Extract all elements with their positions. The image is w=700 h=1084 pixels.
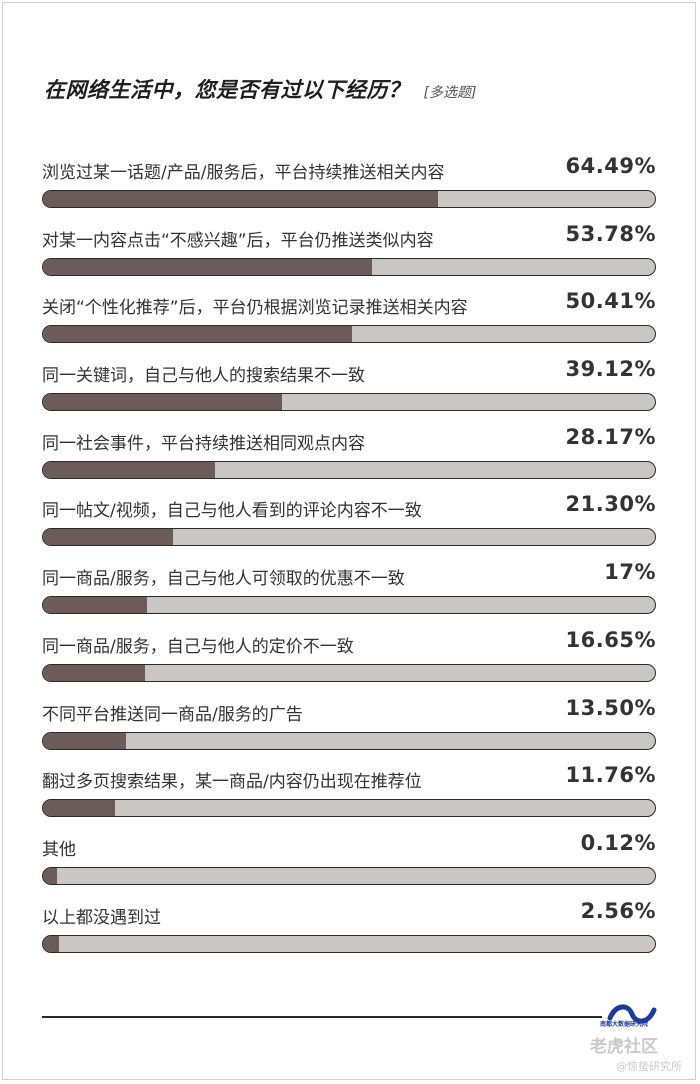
bar-track [42, 190, 656, 208]
bar-value-label: 21.30% [565, 492, 656, 517]
bar-value-label: 28.17% [565, 424, 656, 449]
chart-title: 在网络生活中，您是否有过以下经历？ [44, 78, 410, 102]
bar-label: 同一商品/服务，自己与他人的定价不一致 [42, 636, 354, 657]
bar-value-label: 13.50% [565, 695, 656, 720]
bar-value-label: 16.65% [565, 627, 656, 652]
bar-list: 浏览过某一话题/产品/服务后，平台持续推送相关内容 64.49% 对某一内容点击“不… [42, 152, 656, 964]
bar-row: 浏览过某一话题/产品/服务后，平台持续推送相关内容 64.49% [42, 152, 656, 220]
bar-value-label: 17% [604, 560, 656, 585]
bar-value-label: 0.12% [580, 830, 656, 855]
bar-row: 同一帖文/视频，自己与他人看到的评论内容不一致 21.30% [42, 490, 656, 558]
multi-choice-tag: [多选题] [423, 85, 477, 101]
bar-track [42, 663, 656, 682]
title-block: 在网络生活中，您是否有过以下经历？ [多选题] [44, 74, 476, 104]
bar-track [42, 325, 656, 344]
bar-row: 同一商品/服务，自己与他人的定价不一致 16.65% [42, 626, 656, 694]
bar-row: 对某一内容点击“不感兴趣”后，平台仍推送类似内容 53.78% [42, 220, 656, 288]
bar-row: 同一商品/服务，自己与他人可领取的优惠不一致 17% [42, 558, 656, 626]
bar-track [42, 596, 656, 615]
bar-label: 翻过多页搜索结果，某一商品/内容仍出现在推荐位 [42, 772, 422, 793]
bar-track [42, 731, 656, 750]
bar-label: 同一社会事件，平台持续推送相同观点内容 [42, 433, 365, 454]
bar-track [42, 393, 656, 412]
footer-divider [42, 1016, 602, 1018]
bar-value-label: 53.78% [565, 221, 656, 246]
bar-label: 以上都没遇到过 [42, 907, 161, 928]
bar-fill [43, 394, 283, 411]
bar-fill [43, 529, 174, 546]
bar-label: 同一帖文/视频，自己与他人看到的评论内容不一致 [42, 501, 422, 522]
bar-label: 浏览过某一话题/产品/服务后，平台持续推送相关内容 [42, 163, 445, 183]
bar-value-label: 64.49% [565, 154, 656, 178]
bar-track [42, 528, 656, 547]
bar-fill [43, 800, 115, 817]
bar-fill [43, 326, 352, 343]
bar-value-label: 50.41% [565, 289, 656, 314]
bar-value-label: 2.56% [580, 898, 656, 923]
bar-label: 同一商品/服务，自己与他人可领取的优惠不一致 [42, 569, 405, 590]
bar-row: 翻过多页搜索结果，某一商品/内容仍出现在推荐位 11.76% [42, 761, 656, 829]
bar-track [42, 866, 656, 885]
bar-fill [43, 258, 373, 275]
bar-label: 对某一内容点击“不感兴趣”后，平台仍推送类似内容 [42, 230, 434, 251]
watermark-sub: @惊蛰研究所 [616, 1060, 682, 1073]
bar-fill [43, 935, 59, 952]
bar-value-label: 39.12% [565, 357, 656, 382]
bar-track [42, 257, 656, 276]
bar-row: 以上都没遇到过 2.56% [42, 897, 656, 965]
bar-label: 不同平台推送同一商品/服务的广告 [42, 704, 303, 725]
bar-fill [43, 461, 216, 478]
watermark-main: 老虎社区 [590, 1037, 658, 1057]
bar-fill [43, 597, 148, 614]
bar-label: 关闭“个性化推荐”后，平台仍根据浏览记录推送相关内容 [42, 298, 468, 319]
bar-label: 同一关键词，自己与他人的搜索结果不一致 [42, 366, 365, 387]
bar-row: 不同平台推送同一商品/服务的广告 13.50% [42, 694, 656, 762]
bar-fill [43, 191, 438, 207]
bar-fill [43, 664, 145, 681]
bar-fill [43, 867, 57, 884]
bar-track [42, 460, 656, 479]
nandu-logo-icon [607, 1004, 657, 1024]
bar-fill [43, 732, 126, 749]
bar-row: 其他 0.12% [42, 829, 656, 897]
logo-text: 南都大数据研究院 [600, 1021, 649, 1028]
bar-label: 其他 [42, 839, 76, 860]
bar-value-label: 11.76% [565, 763, 656, 788]
bar-row: 关闭“个性化推荐”后，平台仍根据浏览记录推送相关内容 50.41% [42, 287, 656, 355]
bar-row: 同一关键词，自己与他人的搜索结果不一致 39.12% [42, 355, 656, 423]
bar-track [42, 799, 656, 818]
bar-track [42, 934, 656, 953]
bar-row: 同一社会事件，平台持续推送相同观点内容 28.17% [42, 423, 656, 491]
